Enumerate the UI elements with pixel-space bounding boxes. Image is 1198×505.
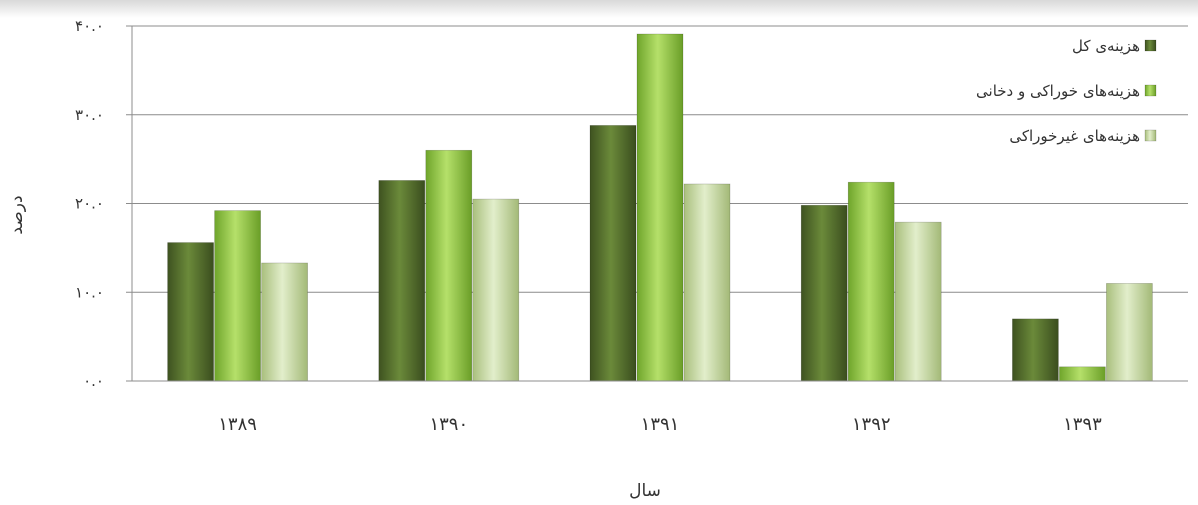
bar <box>472 198 520 382</box>
legend: هزینه‌ی کل هزینه‌های خوراکی و دخانی هزینه‌… <box>976 37 1157 145</box>
top-shade <box>0 0 1198 18</box>
legend-swatch <box>1144 84 1157 97</box>
x-axis-title: سال <box>629 481 661 501</box>
x-tick-label: ۱۳۸۹ <box>218 414 257 435</box>
y-tick-label: ۱۰.۰ <box>75 283 104 301</box>
y-tick-label: ۳۰.۰ <box>75 106 104 124</box>
x-tick-label: ۱۳۹۳ <box>1063 414 1102 435</box>
bar <box>214 210 261 382</box>
bar <box>589 125 637 382</box>
y-tick-label: ۲۰.۰ <box>75 195 104 213</box>
y-tick-label: ۴۰.۰ <box>75 17 104 35</box>
y-tick-label: ۰.۰ <box>83 372 104 390</box>
bar <box>1012 318 1059 382</box>
legend-label: هزینه‌های غیرخوراکی <box>1009 127 1140 145</box>
x-tick-label: ۱۳۹۲ <box>852 414 891 435</box>
legend-swatch <box>1144 129 1157 142</box>
y-axis-title: درصد <box>7 195 27 234</box>
bars <box>167 33 1153 382</box>
axes: ۰.۰ ۱۰.۰ ۲۰.۰ ۳۰.۰ ۴۰.۰ ۱۳۸۹ ۱۳۹۰ ۱۳۹۱ ۱۳۹۲ ۱۳۹۳ <box>75 17 1188 435</box>
bar <box>261 262 308 382</box>
legend-label: هزینه‌های خوراکی و دخانی <box>976 82 1140 100</box>
bar <box>425 149 473 382</box>
bar <box>636 33 684 382</box>
x-tick-label: ۱۳۹۰ <box>429 414 468 435</box>
bar <box>1106 283 1153 382</box>
bar <box>167 242 214 382</box>
bar <box>1059 366 1106 382</box>
x-tick-label: ۱۳۹۱ <box>641 414 680 435</box>
bar <box>800 204 848 382</box>
legend-swatch <box>1144 39 1157 52</box>
bar <box>847 181 895 382</box>
bar <box>683 183 731 382</box>
bar <box>894 221 942 382</box>
legend-label: هزینه‌ی کل <box>1072 37 1140 55</box>
bar <box>378 180 426 382</box>
